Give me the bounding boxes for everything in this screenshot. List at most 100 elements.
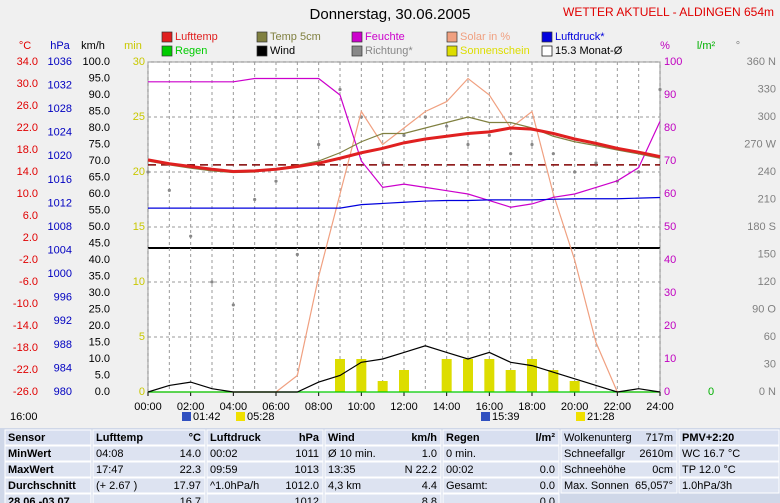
x-tick-label: 12:00 (390, 401, 418, 413)
table-value: 2610m (639, 448, 673, 460)
legend-label: Luftdruck* (555, 31, 605, 43)
axis-tick-label: 14.0 (17, 166, 38, 178)
sunshine-bar (527, 359, 537, 392)
direction-dot (509, 152, 513, 156)
table-text: 28.06.-03.07 (8, 496, 70, 503)
x-tick-label: 00:00 (134, 401, 162, 413)
legend-label: Richtung* (365, 45, 413, 57)
axis-tick-label: 70 (664, 155, 676, 167)
table-text: WC 16.7 °C (682, 448, 740, 460)
direction-dot (445, 124, 449, 128)
legend-swatch (256, 31, 268, 43)
sunshine-bar (484, 359, 495, 392)
axis-tick-label: 60.0 (89, 188, 110, 200)
axis-tick-label: 55.0 (89, 204, 110, 216)
direction-dot (338, 87, 342, 92)
table-text: 09:59 (210, 464, 238, 476)
axis-tick-label: 0.0 (95, 386, 110, 398)
legend-swatch (541, 45, 553, 57)
table-cell (678, 429, 780, 446)
legend-swatch (161, 45, 173, 57)
axis-tick-label: 80.0 (89, 122, 110, 134)
direction-dot (573, 170, 577, 174)
table-cell (4, 477, 92, 494)
x-tick-label: 20:00 (561, 401, 589, 413)
axis-tick-label: -6.0 (19, 276, 38, 288)
time-icon (236, 412, 245, 421)
axis-tick-label: 150 (758, 248, 776, 260)
legend-label: Wind (270, 45, 295, 57)
table-value: 14.0 (180, 448, 201, 460)
table-cell (560, 461, 678, 478)
axis-tick-label: 30.0 (17, 78, 38, 90)
table-text: 17:47 (96, 464, 124, 476)
sunshine-bar (463, 359, 473, 392)
table-value: 1011 (295, 448, 319, 460)
axis-tick-label: 1012 (48, 197, 72, 209)
table-cell (4, 445, 92, 462)
table-cell (92, 493, 206, 503)
axis-tick-label: 1036 (48, 56, 72, 68)
legend-label: 15.3 Monat-Ø (555, 45, 623, 57)
axis-tick-label: 992 (54, 315, 72, 327)
axis-tick-label: 6.0 (23, 210, 38, 222)
direction-dot (402, 133, 406, 137)
table-cell (324, 445, 442, 462)
table-cell (442, 445, 560, 462)
legend-label: Regen (175, 45, 207, 57)
axis-tick-label: 30 (133, 56, 145, 68)
axis-tick-label: -18.0 (13, 342, 38, 354)
table-cell (442, 429, 560, 446)
table-text: PMV+2:20 (682, 432, 734, 444)
axis-tick-label: 85.0 (89, 105, 110, 117)
axis-unit: hPa (50, 40, 70, 52)
legend-label: Temp 5cm (270, 31, 321, 43)
axis-tick-label: 35.0 (89, 270, 110, 282)
time-mark: 15:39 (492, 411, 520, 423)
direction-dot (210, 280, 214, 284)
table-text: Wolkenunterg (564, 432, 632, 444)
time-mark: 21:28 (587, 411, 615, 423)
chart-layer: 00:00 02:00 04:00 06:00 08:00 10:00 12:00 14:00… (4, 31, 780, 503)
table-text: Schneefallgr (564, 448, 625, 460)
table-cell (560, 477, 678, 494)
series-line (148, 77, 661, 208)
direction-dot (189, 234, 193, 238)
table-text: Max. Sonnen (564, 480, 629, 492)
axis-tick-label: 25 (133, 111, 145, 123)
axis-tick-label: 90 O (752, 303, 776, 315)
axis-tick-label: 330 (758, 83, 776, 95)
direction-dot (317, 142, 321, 147)
table-cell (206, 493, 324, 503)
legend-swatch (351, 45, 363, 57)
axis-unit: °C (19, 40, 31, 52)
table-cell (442, 477, 560, 494)
table-cell (206, 429, 324, 446)
axis-tick-label: 60 (764, 331, 776, 343)
chart-title: Donnerstag, 30.06.2005 (310, 6, 471, 23)
table-text: Schneehöhe (564, 464, 626, 476)
time-mark: 05:28 (247, 411, 275, 423)
axis-tick-label: 1032 (48, 79, 72, 91)
axis-tick-label: 10 (664, 353, 676, 365)
table-cell (324, 477, 442, 494)
table-value: 65,057° (635, 480, 673, 492)
time-icon (182, 412, 191, 421)
axis-unit: % (660, 40, 670, 52)
table-text: Ø 10 min. (328, 448, 376, 460)
table-value: 1013 (295, 464, 319, 476)
table-cell (442, 493, 560, 503)
table-cell (4, 461, 92, 478)
table-cell (324, 493, 442, 503)
table-value: 16.7 (180, 496, 201, 503)
table-text: 0 min. (446, 448, 476, 460)
legend-swatch (446, 31, 458, 43)
table-cell (678, 445, 780, 462)
axis-tick-label: 1024 (48, 127, 72, 139)
axis-tick-label: 100 (664, 56, 682, 68)
direction-dot (231, 303, 235, 307)
sunshine-bar (505, 370, 516, 392)
x-tick-label: 16:00 (476, 401, 504, 413)
legend-swatch (446, 45, 458, 57)
